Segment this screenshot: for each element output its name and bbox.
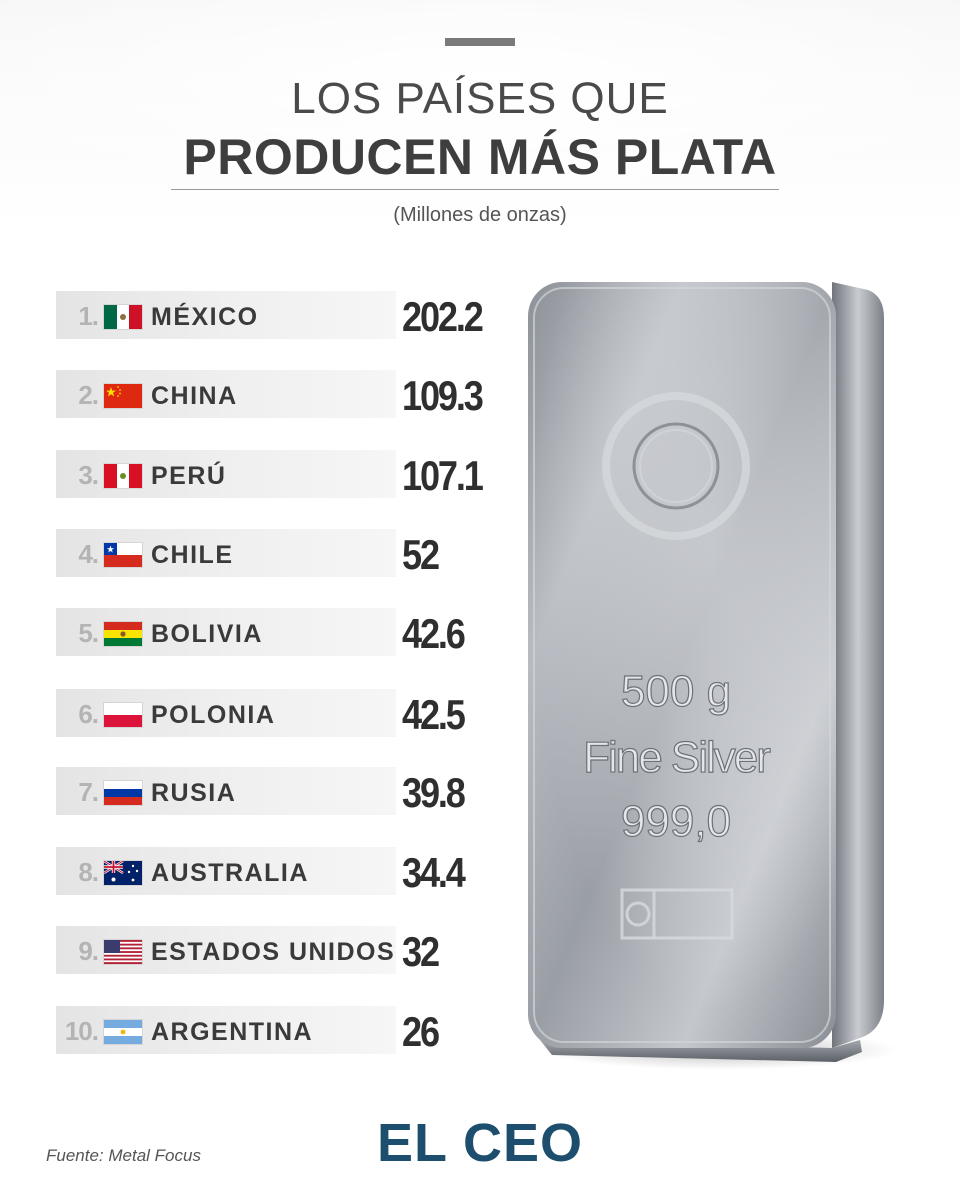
- rank-number: 6.: [78, 699, 99, 729]
- production-value: 42.6: [402, 610, 466, 657]
- russia-flag-icon: [104, 781, 142, 805]
- el-ceo-logo: EL CEO: [376, 1113, 584, 1173]
- production-value: 52: [402, 531, 440, 578]
- source-credit: Fuente: Metal Focus: [46, 1146, 201, 1165]
- production-value: 34.4: [402, 849, 466, 896]
- usa-flag-icon: [104, 940, 142, 964]
- rank-number: 1.: [78, 301, 99, 331]
- poland-flag-icon: [104, 703, 142, 727]
- top-accent-bar: [445, 38, 515, 46]
- production-value: 26: [402, 1008, 440, 1055]
- ranking-row-7: 7. RUSIA 39.8: [56, 767, 476, 816]
- rank-number: 10.: [64, 1016, 99, 1046]
- country-name: AUSTRALIA: [151, 859, 309, 887]
- country-name: CHILE: [151, 541, 234, 569]
- rank-number: 7.: [78, 777, 99, 807]
- bolivia-flag-icon: [104, 622, 142, 646]
- china-flag-icon: [104, 384, 142, 408]
- country-name: RUSIA: [151, 779, 237, 807]
- rank-number: 5.: [78, 618, 99, 648]
- country-name: POLONIA: [151, 701, 276, 729]
- ranking-row-4: 4. CHILE 52: [56, 529, 476, 578]
- production-value: 109.3: [402, 372, 484, 419]
- country-name: BOLIVIA: [151, 620, 263, 648]
- silver-bar-purity: 999,0: [621, 797, 731, 846]
- ranking-row-10: 10. ARGENTINA 26: [56, 1006, 476, 1055]
- ranking-row-6: 6. POLONIA 42.5: [56, 689, 476, 738]
- country-name: PERÚ: [151, 462, 227, 490]
- production-value: 39.8: [402, 769, 466, 816]
- production-value: 202.2: [402, 293, 484, 340]
- rank-number: 2.: [78, 380, 99, 410]
- ranking-row-8: 8. AUSTRALIA 34.4: [56, 847, 476, 896]
- title-divider: [171, 189, 779, 190]
- rank-number: 9.: [78, 936, 99, 966]
- ranking-row-5: 5. BOLIVIA 42.6: [56, 608, 476, 657]
- ranking-row-1: 1. MÉXICO 202.2: [56, 291, 484, 340]
- country-name: MÉXICO: [151, 303, 259, 331]
- title-line-2: PRODUCEN MÁS PLATA: [183, 129, 777, 185]
- peru-flag-icon: [104, 464, 142, 488]
- country-name: ARGENTINA: [151, 1018, 314, 1046]
- ranking-row-9: 9. ESTADOS UNIDOS 32: [56, 926, 476, 975]
- silver-bar-label: Fine Silver: [583, 733, 770, 782]
- country-name: CHINA: [151, 382, 238, 410]
- production-value: 32: [402, 928, 440, 975]
- rank-number: 3.: [78, 460, 99, 490]
- production-value: 42.5: [402, 691, 466, 738]
- mexico-flag-icon: [104, 305, 142, 329]
- ranking-row-3: 3. PERÚ 107.1: [56, 450, 484, 499]
- title-line-1: LOS PAÍSES QUE: [291, 74, 669, 123]
- rank-number: 4.: [78, 539, 99, 569]
- australia-flag-icon: [104, 861, 142, 885]
- ranking-row-2: 2. CHINA 109.3: [56, 370, 484, 419]
- chile-flag-icon: [104, 543, 142, 567]
- subtitle: (Millones de onzas): [393, 204, 567, 226]
- rank-number: 8.: [78, 857, 99, 887]
- silver-bar-weight: 500 g: [621, 667, 731, 716]
- argentina-flag-icon: [104, 1020, 142, 1044]
- country-name: ESTADOS UNIDOS: [151, 938, 396, 966]
- production-value: 107.1: [402, 452, 484, 499]
